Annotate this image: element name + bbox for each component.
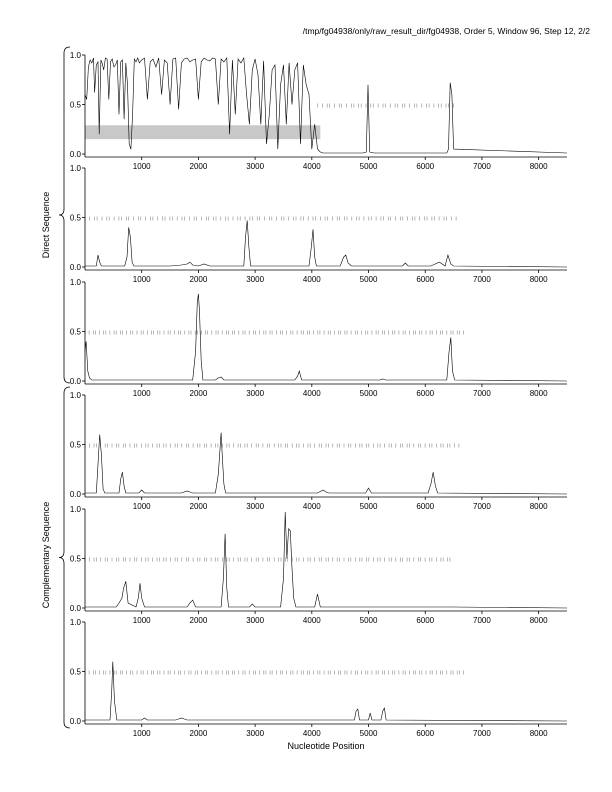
panel-complementary-2-x-tick-label: 4000 xyxy=(303,616,321,625)
panel-direct-1-marker-row xyxy=(317,103,454,108)
panel-complementary-2-x-tick-label: 3000 xyxy=(246,616,264,625)
panel-direct-2-y-tick-label: 0.5 xyxy=(70,214,82,223)
panel-direct-3-x-tick-label: 8000 xyxy=(530,389,548,398)
panel-direct-1-x-tick-label: 5000 xyxy=(360,162,378,171)
panel-complementary-1-x-tick-label: 2000 xyxy=(190,502,208,511)
panel-complementary-3-x-tick-label: 7000 xyxy=(473,729,491,738)
group-brace-complementary xyxy=(58,386,71,729)
panel-complementary-2-y-tick-label: 1.0 xyxy=(70,505,82,514)
panel-direct-1-x-tick-label: 2000 xyxy=(190,162,208,171)
panel-complementary-1-y-tick-label: 0.0 xyxy=(70,490,82,499)
panel-complementary-3-x-tick-label: 3000 xyxy=(246,729,264,738)
panel-direct-3-x-tick-label: 2000 xyxy=(190,389,208,398)
panel-direct-1-x-tick-label: 8000 xyxy=(530,162,548,171)
panel-complementary-1-x-tick-label: 1000 xyxy=(133,502,151,511)
panel-direct-3-x-tick-label: 7000 xyxy=(473,389,491,398)
panel-complementary-3-x-tick-label: 2000 xyxy=(190,729,208,738)
panel-complementary-1-marker-row xyxy=(84,443,460,448)
panel-direct-3-x-tick-label: 5000 xyxy=(360,389,378,398)
panel-direct-1-x-tick-label: 7000 xyxy=(473,162,491,171)
panel-direct-3-y-tick-label: 0.5 xyxy=(70,328,82,337)
panel-complementary-3-marker-row xyxy=(84,670,464,675)
panel-complementary-3-y-tick-label: 0.0 xyxy=(70,717,82,726)
group-label-direct: Direct Sequence xyxy=(41,192,51,259)
panel-complementary-2-series-line-0 xyxy=(85,511,568,609)
group-brace-direct xyxy=(58,46,71,384)
panel-direct-3-x-tick-label: 6000 xyxy=(416,389,434,398)
panel-complementary-2-y-tick-label: 0.0 xyxy=(70,604,82,613)
panel-direct-3-marker-row xyxy=(84,330,464,335)
panel-direct-1-x-tick-label: 3000 xyxy=(246,162,264,171)
panel-direct-2-x-tick-label: 6000 xyxy=(416,275,434,284)
panel-direct-3-x-tick-label: 3000 xyxy=(246,389,264,398)
panel-direct-2-y-tick-label: 1.0 xyxy=(70,164,82,173)
panel-direct-1-y-tick-label: 1.0 xyxy=(70,51,82,60)
panel-complementary-2-x-tick-label: 5000 xyxy=(360,616,378,625)
panel-complementary-3-x-tick-label: 5000 xyxy=(360,729,378,738)
panel-direct-2-x-tick-label: 3000 xyxy=(246,275,264,284)
panel-complementary-1-y-tick-label: 1.0 xyxy=(70,391,82,400)
panel-direct-1-series-line-0 xyxy=(84,57,568,154)
panel-complementary-3-series-line-0 xyxy=(85,661,568,722)
panel-complementary-1-y-tick-label: 0.5 xyxy=(70,441,82,450)
panel-complementary-1-x-tick-label: 4000 xyxy=(303,502,321,511)
panel-complementary-1-x-tick-label: 6000 xyxy=(416,502,434,511)
panel-direct-1-y-tick-label: 0.5 xyxy=(70,101,82,110)
panel-direct-2-x-tick-label: 8000 xyxy=(530,275,548,284)
panel-complementary-2-y-tick-label: 0.5 xyxy=(70,555,82,564)
panel-direct-2-marker-row xyxy=(84,216,457,221)
panel-direct-2-x-tick-label: 5000 xyxy=(360,275,378,284)
panel-complementary-3-x-tick-label: 1000 xyxy=(133,729,151,738)
panel-direct-2-x-tick-label: 4000 xyxy=(303,275,321,284)
panel-complementary-1-x-tick-label: 8000 xyxy=(530,502,548,511)
page-title: /tmp/fg04938/only/raw_result_dir/fg04938… xyxy=(302,26,590,36)
panel-direct-1-y-tick-label: 0.0 xyxy=(70,150,82,159)
panel-complementary-3-x-tick-label: 4000 xyxy=(303,729,321,738)
panel-complementary-2-x-tick-label: 2000 xyxy=(190,616,208,625)
panel-direct-1-x-tick-label: 4000 xyxy=(303,162,321,171)
panel-complementary-1-x-tick-label: 3000 xyxy=(246,502,264,511)
panel-direct-1-x-tick-label: 6000 xyxy=(416,162,434,171)
panel-direct-2-x-tick-label: 1000 xyxy=(133,275,151,284)
panel-direct-1-x-tick-label: 1000 xyxy=(133,162,151,171)
panel-direct-2-series-line-0 xyxy=(85,220,568,268)
panel-complementary-1-x-tick-label: 7000 xyxy=(473,502,491,511)
panel-complementary-2-x-tick-label: 7000 xyxy=(473,616,491,625)
panel-complementary-2-x-tick-label: 1000 xyxy=(133,616,151,625)
panel-direct-2-y-tick-label: 0.0 xyxy=(70,263,82,272)
panel-direct-1-highlight-band xyxy=(85,125,321,140)
panel-complementary-2-x-tick-label: 8000 xyxy=(530,616,548,625)
panel-complementary-2-marker-row xyxy=(84,557,451,562)
panel-direct-2-x-tick-label: 2000 xyxy=(190,275,208,284)
panel-complementary-3-x-tick-label: 8000 xyxy=(530,729,548,738)
panel-direct-3-x-tick-label: 1000 xyxy=(133,389,151,398)
group-label-complementary: Complementary Sequence xyxy=(41,502,51,609)
panel-complementary-3-y-tick-label: 0.5 xyxy=(70,668,82,677)
panel-direct-3-series-line-0 xyxy=(84,293,568,382)
panel-complementary-3-y-tick-label: 1.0 xyxy=(70,618,82,627)
panel-complementary-2-x-tick-label: 6000 xyxy=(416,616,434,625)
panel-direct-3-y-tick-label: 1.0 xyxy=(70,278,82,287)
panel-complementary-3-x-tick-label: 6000 xyxy=(416,729,434,738)
panel-direct-3-y-tick-label: 0.0 xyxy=(70,377,82,386)
panel-direct-2-x-tick-label: 7000 xyxy=(473,275,491,284)
x-axis-label: Nucleotide Position xyxy=(287,741,364,751)
panel-complementary-1-series-line-0 xyxy=(85,432,568,495)
panel-direct-3-x-tick-label: 4000 xyxy=(303,389,321,398)
panel-complementary-1-x-tick-label: 5000 xyxy=(360,502,378,511)
